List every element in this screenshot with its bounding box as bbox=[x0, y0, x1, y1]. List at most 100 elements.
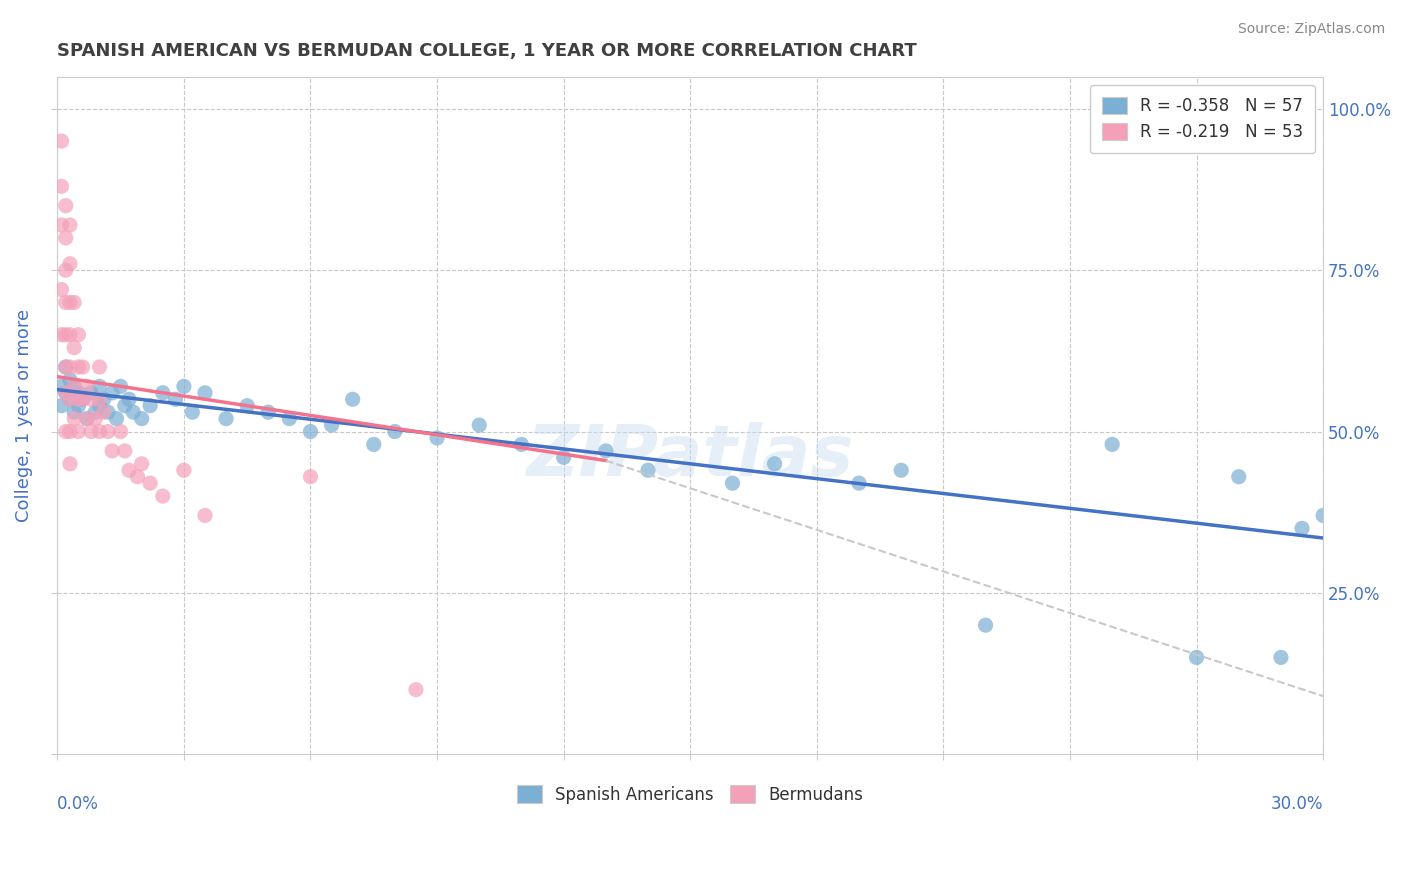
Point bbox=[55, 359, 77, 374]
Point bbox=[118, 463, 141, 477]
Point bbox=[84, 411, 107, 425]
Point bbox=[257, 405, 280, 419]
Point bbox=[118, 392, 141, 407]
Point bbox=[236, 399, 259, 413]
Point bbox=[122, 405, 145, 419]
Point bbox=[131, 411, 153, 425]
Point bbox=[974, 618, 997, 632]
Text: Source: ZipAtlas.com: Source: ZipAtlas.com bbox=[1237, 22, 1385, 37]
Point bbox=[59, 392, 82, 407]
Point bbox=[110, 425, 132, 439]
Point bbox=[1270, 650, 1292, 665]
Point bbox=[55, 385, 77, 400]
Legend: Spanish Americans, Bermudans: Spanish Americans, Bermudans bbox=[506, 775, 873, 814]
Point bbox=[152, 385, 174, 400]
Point bbox=[405, 682, 427, 697]
Point bbox=[1227, 469, 1250, 483]
Point bbox=[194, 508, 217, 523]
Point bbox=[59, 257, 82, 271]
Point bbox=[51, 283, 73, 297]
Point bbox=[55, 295, 77, 310]
Point bbox=[72, 392, 94, 407]
Point bbox=[1101, 437, 1123, 451]
Point bbox=[59, 218, 82, 232]
Point bbox=[384, 425, 406, 439]
Point bbox=[59, 359, 82, 374]
Point bbox=[278, 411, 301, 425]
Point bbox=[89, 425, 111, 439]
Point bbox=[63, 379, 86, 393]
Point bbox=[80, 425, 103, 439]
Point bbox=[468, 418, 491, 433]
Point bbox=[763, 457, 786, 471]
Point bbox=[89, 379, 111, 393]
Point bbox=[97, 425, 120, 439]
Point bbox=[131, 457, 153, 471]
Text: SPANISH AMERICAN VS BERMUDAN COLLEGE, 1 YEAR OR MORE CORRELATION CHART: SPANISH AMERICAN VS BERMUDAN COLLEGE, 1 … bbox=[58, 42, 917, 60]
Point bbox=[55, 385, 77, 400]
Point bbox=[173, 463, 195, 477]
Point bbox=[51, 327, 73, 342]
Point bbox=[890, 463, 912, 477]
Point bbox=[553, 450, 575, 465]
Point bbox=[114, 399, 136, 413]
Point bbox=[67, 392, 90, 407]
Point bbox=[105, 411, 128, 425]
Point bbox=[342, 392, 364, 407]
Point bbox=[67, 385, 90, 400]
Point bbox=[55, 199, 77, 213]
Point bbox=[93, 392, 115, 407]
Point bbox=[721, 476, 744, 491]
Point bbox=[89, 392, 111, 407]
Point bbox=[59, 373, 82, 387]
Point bbox=[426, 431, 449, 445]
Point bbox=[215, 411, 238, 425]
Point bbox=[63, 405, 86, 419]
Point bbox=[76, 411, 98, 425]
Point bbox=[55, 263, 77, 277]
Point bbox=[55, 425, 77, 439]
Point bbox=[299, 425, 322, 439]
Point bbox=[51, 399, 73, 413]
Point bbox=[93, 405, 115, 419]
Point bbox=[510, 437, 533, 451]
Point bbox=[51, 218, 73, 232]
Point bbox=[72, 392, 94, 407]
Point bbox=[59, 392, 82, 407]
Point bbox=[101, 385, 124, 400]
Point bbox=[110, 379, 132, 393]
Point bbox=[1291, 521, 1313, 535]
Point bbox=[321, 418, 343, 433]
Point bbox=[67, 359, 90, 374]
Point bbox=[637, 463, 659, 477]
Point bbox=[67, 327, 90, 342]
Point bbox=[848, 476, 870, 491]
Point bbox=[101, 443, 124, 458]
Point bbox=[1312, 508, 1334, 523]
Point bbox=[72, 359, 94, 374]
Point bbox=[55, 231, 77, 245]
Point bbox=[76, 411, 98, 425]
Point bbox=[363, 437, 385, 451]
Point bbox=[299, 469, 322, 483]
Point bbox=[127, 469, 149, 483]
Point bbox=[1185, 650, 1208, 665]
Point bbox=[89, 399, 111, 413]
Point bbox=[67, 399, 90, 413]
Point bbox=[59, 327, 82, 342]
Point bbox=[194, 385, 217, 400]
Point bbox=[59, 457, 82, 471]
Point bbox=[59, 295, 82, 310]
Point bbox=[51, 134, 73, 148]
Point bbox=[89, 359, 111, 374]
Text: 30.0%: 30.0% bbox=[1271, 795, 1323, 813]
Point bbox=[55, 327, 77, 342]
Point bbox=[67, 425, 90, 439]
Y-axis label: College, 1 year or more: College, 1 year or more bbox=[15, 309, 32, 522]
Text: ZIPatlas: ZIPatlas bbox=[526, 422, 853, 491]
Point bbox=[97, 405, 120, 419]
Point bbox=[80, 385, 103, 400]
Point bbox=[84, 405, 107, 419]
Point bbox=[139, 399, 162, 413]
Point bbox=[181, 405, 204, 419]
